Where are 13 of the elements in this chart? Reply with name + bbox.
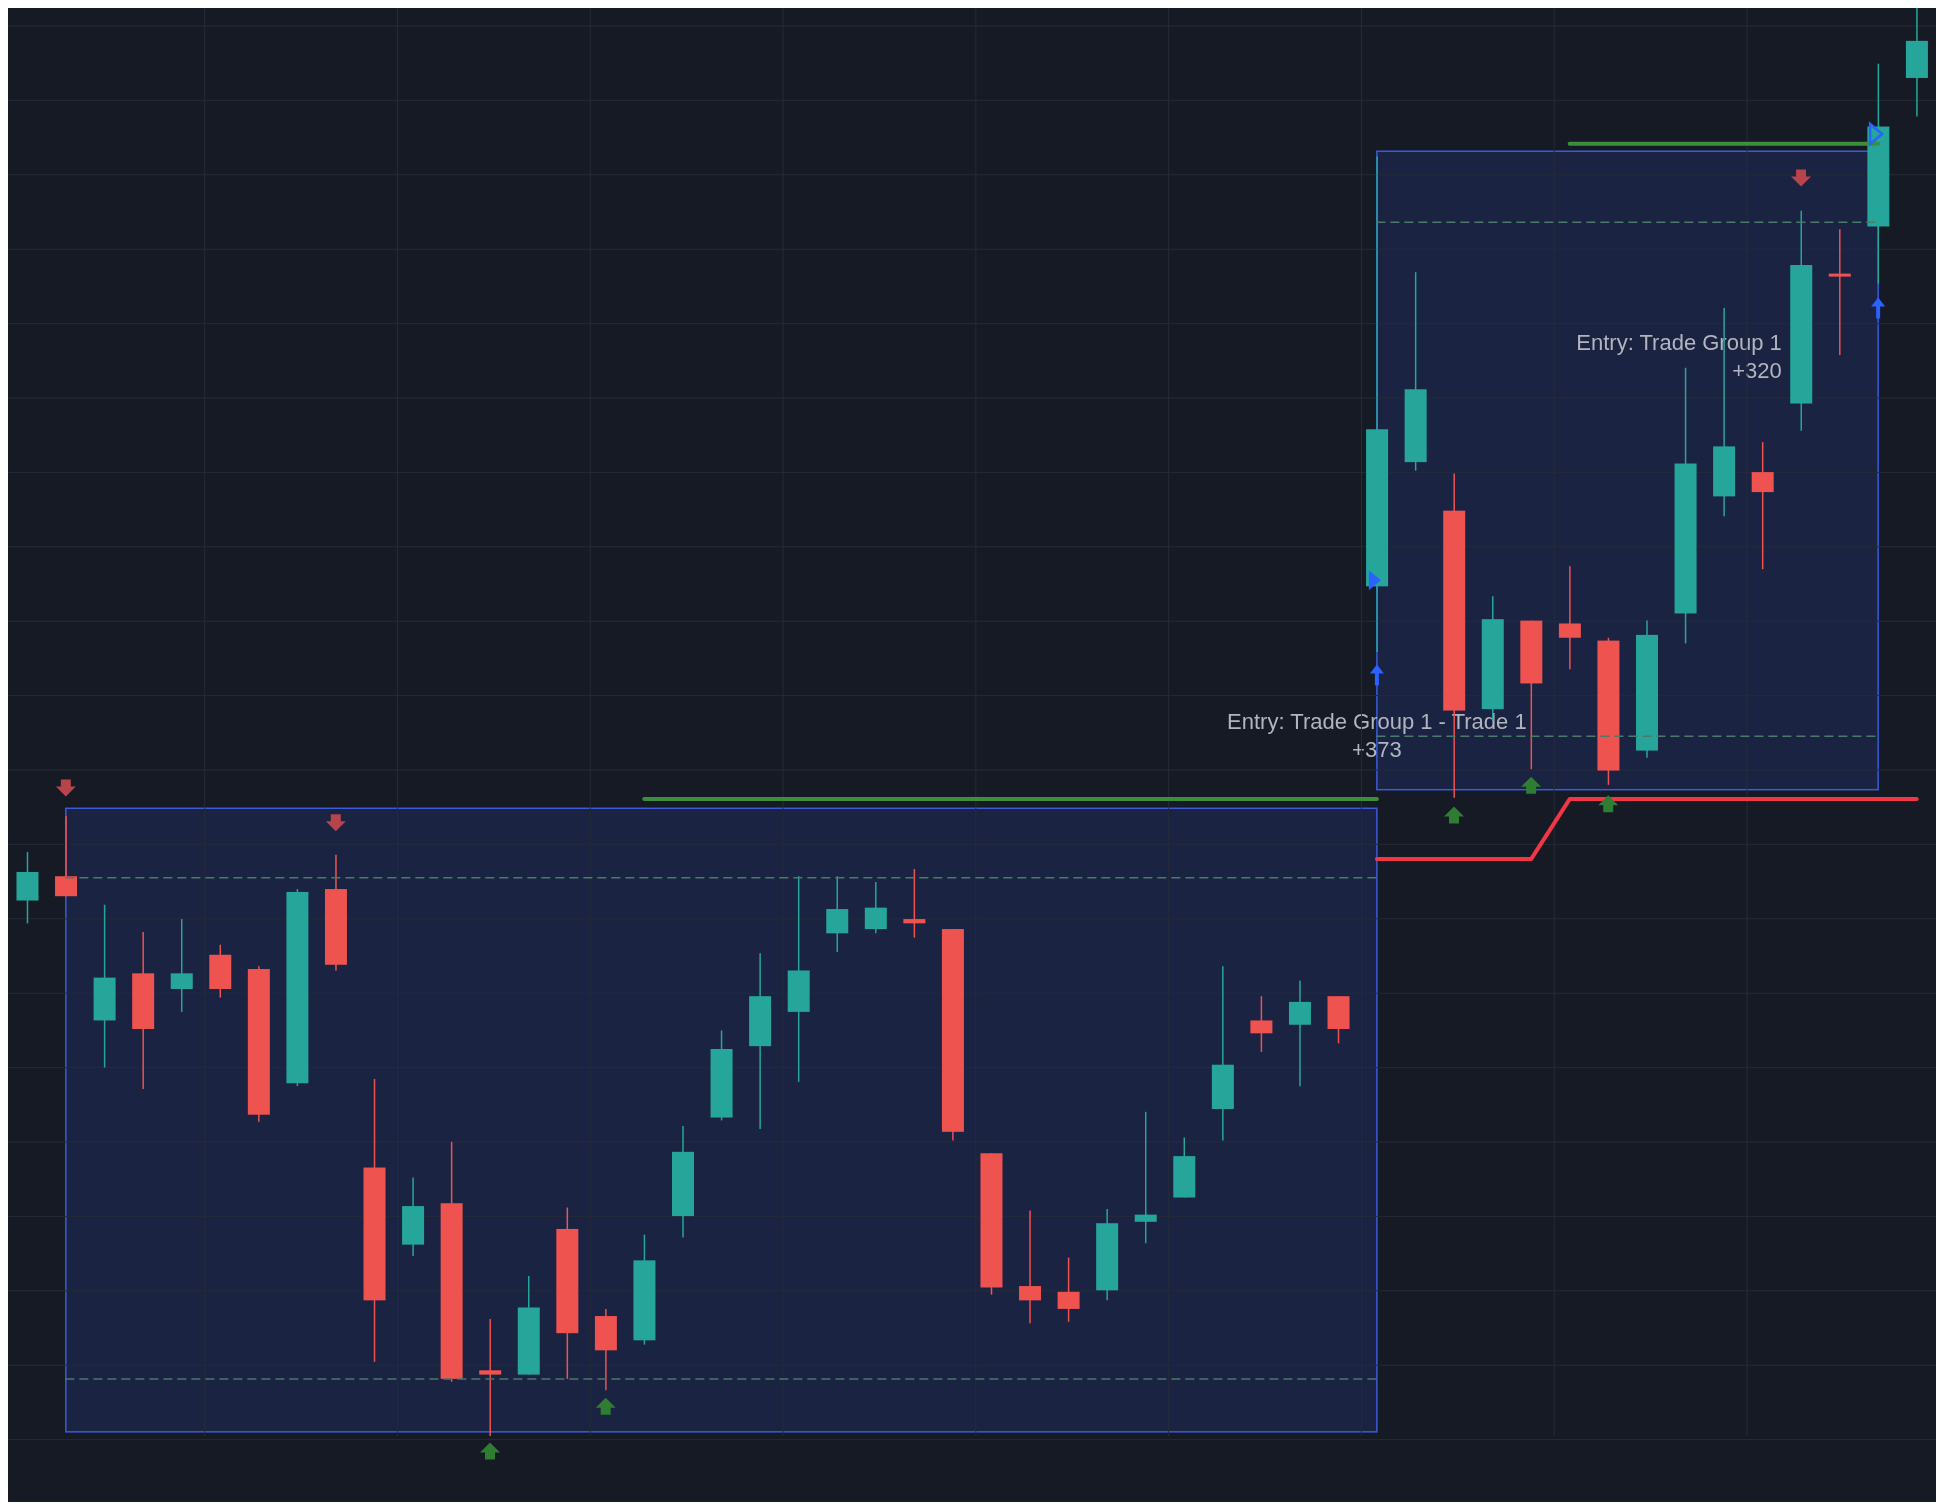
candlestick (1019, 1209, 1042, 1324)
candlestick (1057, 1256, 1080, 1323)
candlestick (864, 881, 887, 935)
candlestick (1558, 565, 1581, 670)
candlestick (903, 868, 926, 939)
candlestick (1134, 1111, 1157, 1244)
candlestick (1288, 979, 1311, 1087)
candlestick (1751, 441, 1774, 570)
candlestick (55, 815, 78, 897)
candlestick (170, 918, 193, 1013)
candlestick (1828, 228, 1851, 356)
candlestick (479, 1318, 502, 1436)
candlestick (1250, 995, 1273, 1053)
